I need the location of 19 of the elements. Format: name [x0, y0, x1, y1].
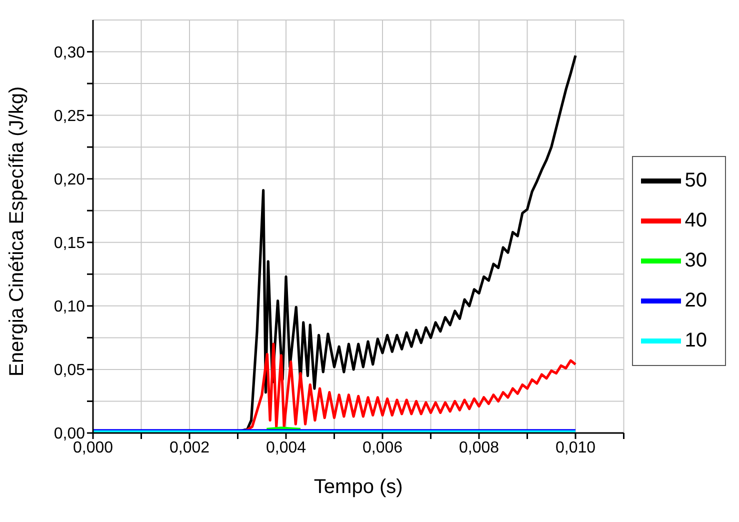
x-tick-label: 0,002 — [169, 439, 210, 456]
x-tick-label: 0,006 — [362, 439, 403, 456]
y-tick-label: 0,25 — [54, 108, 86, 125]
y-tick-label: 0,05 — [54, 362, 86, 380]
x-tick-label: 0,000 — [72, 439, 114, 456]
y-axis-title: Energia Cinética Específia (J/kg) — [6, 86, 28, 376]
legend-label: 10 — [684, 328, 707, 351]
legend-label: 50 — [684, 168, 707, 191]
x-axis-title: Tempo (s) — [314, 476, 403, 498]
x-tick-label: 0,004 — [266, 439, 306, 456]
y-tick-label: 0,30 — [54, 44, 86, 62]
legend-label: 20 — [684, 288, 707, 311]
x-tick-label: 0,008 — [458, 439, 500, 456]
legend-label: 30 — [684, 248, 707, 271]
x-tick-label: 0,010 — [555, 439, 596, 456]
y-tick-label: 0,15 — [54, 235, 86, 252]
y-tick-label: 0,20 — [54, 172, 86, 189]
legend-label: 40 — [684, 208, 707, 231]
y-tick-label: 0,10 — [54, 298, 86, 316]
